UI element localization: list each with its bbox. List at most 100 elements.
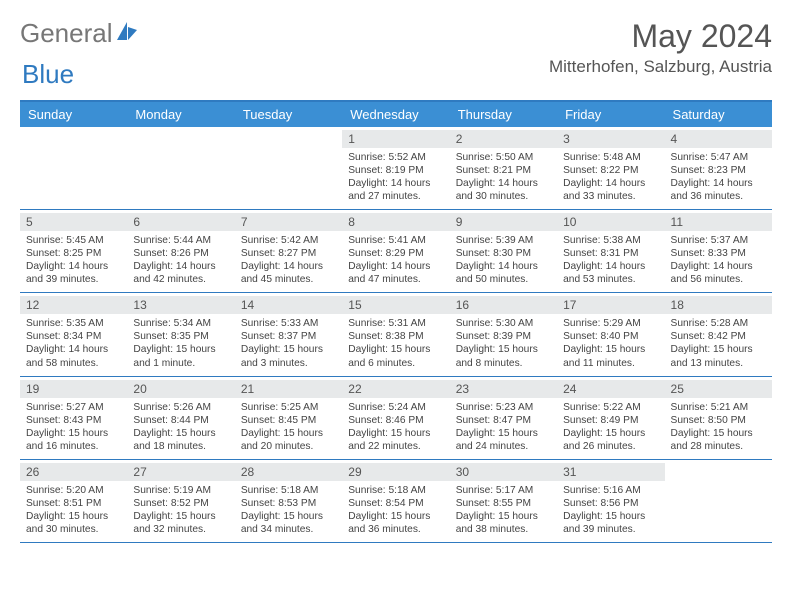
day-number <box>665 463 772 481</box>
daylight-label: Daylight: <box>348 261 390 272</box>
weeks-container: 1 Sunrise: 5:52 AM Sunset: 8:19 PM Daylight… <box>20 127 772 543</box>
sunrise-value: 5:19 AM <box>174 485 211 496</box>
cell-details: Sunrise: 5:33 AMSunset: 8:37 PMDaylight:… <box>241 317 336 369</box>
sunset-label: Sunset: <box>26 248 63 259</box>
cell-details: Sunrise: 5:48 AMSunset: 8:22 PMDaylight:… <box>563 151 658 203</box>
sunrise-label: Sunrise: <box>563 152 603 163</box>
sunrise-label: Sunrise: <box>456 152 496 163</box>
week-row: 1Sunrise: 5:52 AMSunset: 8:19 PMDaylight… <box>20 127 772 210</box>
sunset-value: 8:19 PM <box>386 165 424 176</box>
sunrise-value: 5:20 AM <box>66 485 103 496</box>
sunrise-value: 5:27 AM <box>66 402 103 413</box>
sunset-value: 8:43 PM <box>63 415 101 426</box>
sunset-label: Sunset: <box>241 248 278 259</box>
calendar-cell: 5Sunrise: 5:45 AMSunset: 8:25 PMDaylight… <box>20 210 127 292</box>
sunrise-value: 5:17 AM <box>496 485 533 496</box>
calendar-cell: 4Sunrise: 5:47 AMSunset: 8:23 PMDaylight… <box>665 127 772 209</box>
day-header: Monday <box>127 102 234 127</box>
sunset-value: 8:53 PM <box>278 498 316 509</box>
daylight-label: Daylight: <box>133 511 175 522</box>
daylight-label: Daylight: <box>456 511 498 522</box>
day-number: 12 <box>20 296 127 314</box>
daylight-label: Daylight: <box>133 428 175 439</box>
day-number: 24 <box>557 380 664 398</box>
sunrise-label: Sunrise: <box>26 318 66 329</box>
sunset-label: Sunset: <box>671 248 708 259</box>
cell-details: Sunrise: 5:38 AMSunset: 8:31 PMDaylight:… <box>563 234 658 286</box>
cell-details: Sunrise: 5:45 AMSunset: 8:25 PMDaylight:… <box>26 234 121 286</box>
cell-details: Sunrise: 5:29 AMSunset: 8:40 PMDaylight:… <box>563 317 658 369</box>
sunrise-value: 5:30 AM <box>496 318 533 329</box>
day-header: Saturday <box>665 102 772 127</box>
sunset-value: 8:52 PM <box>171 498 209 509</box>
daylight-label: Daylight: <box>456 428 498 439</box>
daylight-label: Daylight: <box>671 428 713 439</box>
sunrise-label: Sunrise: <box>241 318 281 329</box>
sunset-value: 8:46 PM <box>386 415 424 426</box>
sunrise-value: 5:52 AM <box>388 152 425 163</box>
day-number: 16 <box>450 296 557 314</box>
sunset-label: Sunset: <box>563 331 600 342</box>
cell-details: Sunrise: 5:17 AMSunset: 8:55 PMDaylight:… <box>456 484 551 536</box>
day-number: 8 <box>342 213 449 231</box>
daylight-label: Daylight: <box>241 261 283 272</box>
calendar-cell: 26Sunrise: 5:20 AMSunset: 8:51 PMDayligh… <box>20 460 127 542</box>
sunrise-value: 5:25 AM <box>281 402 318 413</box>
day-number: 13 <box>127 296 234 314</box>
sunset-label: Sunset: <box>133 331 170 342</box>
daylight-label: Daylight: <box>26 428 68 439</box>
daylight-label: Daylight: <box>26 344 68 355</box>
daylight-label: Daylight: <box>133 261 175 272</box>
calendar-cell: 24Sunrise: 5:22 AMSunset: 8:49 PMDayligh… <box>557 377 664 459</box>
logo-text-general: General <box>20 18 113 49</box>
sunrise-label: Sunrise: <box>671 152 711 163</box>
sunset-value: 8:50 PM <box>708 415 746 426</box>
sunset-label: Sunset: <box>456 415 493 426</box>
daylight-label: Daylight: <box>456 261 498 272</box>
calendar-cell: 9Sunrise: 5:39 AMSunset: 8:30 PMDaylight… <box>450 210 557 292</box>
cell-details: Sunrise: 5:21 AMSunset: 8:50 PMDaylight:… <box>671 401 766 453</box>
week-row: 19Sunrise: 5:27 AMSunset: 8:43 PMDayligh… <box>20 377 772 460</box>
cell-details: Sunrise: 5:34 AMSunset: 8:35 PMDaylight:… <box>133 317 228 369</box>
calendar-cell: 27Sunrise: 5:19 AMSunset: 8:52 PMDayligh… <box>127 460 234 542</box>
sunrise-value: 5:37 AM <box>711 235 748 246</box>
sunrise-value: 5:16 AM <box>603 485 640 496</box>
daylight-label: Daylight: <box>563 261 605 272</box>
sunrise-label: Sunrise: <box>456 318 496 329</box>
calendar-cell: 3Sunrise: 5:48 AMSunset: 8:22 PMDaylight… <box>557 127 664 209</box>
logo: General <box>20 18 141 49</box>
daylight-label: Daylight: <box>348 428 390 439</box>
sunrise-label: Sunrise: <box>133 318 173 329</box>
calendar-cell: 31Sunrise: 5:16 AMSunset: 8:56 PMDayligh… <box>557 460 664 542</box>
daylight-label: Daylight: <box>563 178 605 189</box>
cell-details: Sunrise: 5:16 AMSunset: 8:56 PMDaylight:… <box>563 484 658 536</box>
day-header: Sunday <box>20 102 127 127</box>
cell-details: Sunrise: 5:42 AMSunset: 8:27 PMDaylight:… <box>241 234 336 286</box>
sunset-label: Sunset: <box>348 331 385 342</box>
calendar-cell: 23Sunrise: 5:23 AMSunset: 8:47 PMDayligh… <box>450 377 557 459</box>
sunrise-label: Sunrise: <box>26 485 66 496</box>
cell-details: Sunrise: 5:24 AMSunset: 8:46 PMDaylight:… <box>348 401 443 453</box>
sunset-label: Sunset: <box>241 331 278 342</box>
day-number: 23 <box>450 380 557 398</box>
sunrise-value: 5:41 AM <box>388 235 425 246</box>
sunset-value: 8:26 PM <box>171 248 209 259</box>
day-number: 1 <box>342 130 449 148</box>
sunset-label: Sunset: <box>671 415 708 426</box>
sunset-value: 8:54 PM <box>386 498 424 509</box>
day-number: 2 <box>450 130 557 148</box>
sunset-label: Sunset: <box>563 498 600 509</box>
day-number: 9 <box>450 213 557 231</box>
cell-details: Sunrise: 5:18 AMSunset: 8:54 PMDaylight:… <box>348 484 443 536</box>
calendar-cell <box>665 460 772 542</box>
day-number: 28 <box>235 463 342 481</box>
sunset-value: 8:42 PM <box>708 331 746 342</box>
cell-details: Sunrise: 5:50 AMSunset: 8:21 PMDaylight:… <box>456 151 551 203</box>
sunset-label: Sunset: <box>563 415 600 426</box>
sunrise-label: Sunrise: <box>348 318 388 329</box>
day-number <box>127 130 234 148</box>
calendar-cell: 11Sunrise: 5:37 AMSunset: 8:33 PMDayligh… <box>665 210 772 292</box>
sunset-value: 8:38 PM <box>386 331 424 342</box>
sunset-label: Sunset: <box>133 248 170 259</box>
title-block: May 2024 Mitterhofen, Salzburg, Austria <box>549 18 772 77</box>
